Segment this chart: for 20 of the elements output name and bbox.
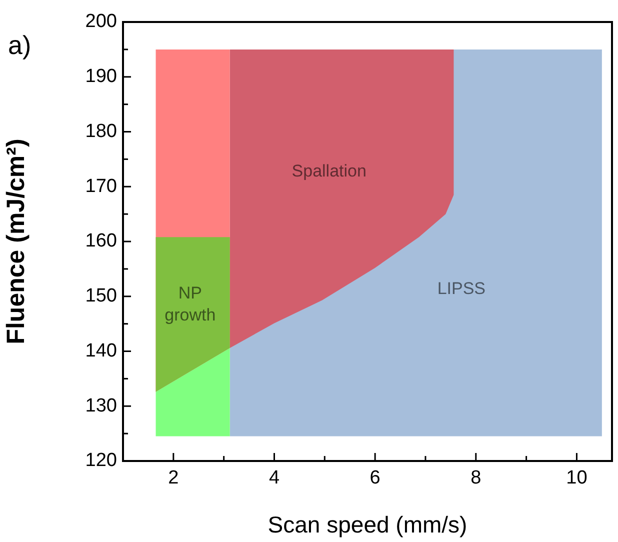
- series-label: NP growth: [164, 284, 216, 325]
- y-tick-label: 200: [85, 11, 117, 32]
- x-tick-label: 10: [566, 468, 588, 489]
- x-axis-title: Scan speed (mm/s): [268, 512, 468, 538]
- series-label: LIPSS: [437, 279, 486, 298]
- series-label: Spallation: [292, 162, 366, 181]
- x-tick-label: 6: [370, 468, 380, 489]
- y-tick-label: 140: [85, 340, 117, 362]
- y-axis-title: Fluence (mJ/cm²): [2, 138, 30, 344]
- y-tick-label: 160: [85, 230, 117, 252]
- x-tick-label: 4: [268, 468, 280, 489]
- chart-title: a): [8, 30, 32, 60]
- y-tick-label: 180: [85, 120, 117, 142]
- y-tick-label: 150: [85, 286, 117, 307]
- x-tick-label: 8: [470, 468, 482, 489]
- y-tick-label: 170: [85, 176, 117, 197]
- x-tick-label: 2: [168, 468, 179, 489]
- y-tick-label: 120: [85, 450, 117, 472]
- y-tick-label: 190: [85, 66, 117, 88]
- y-tick-label: 130: [85, 395, 117, 416]
